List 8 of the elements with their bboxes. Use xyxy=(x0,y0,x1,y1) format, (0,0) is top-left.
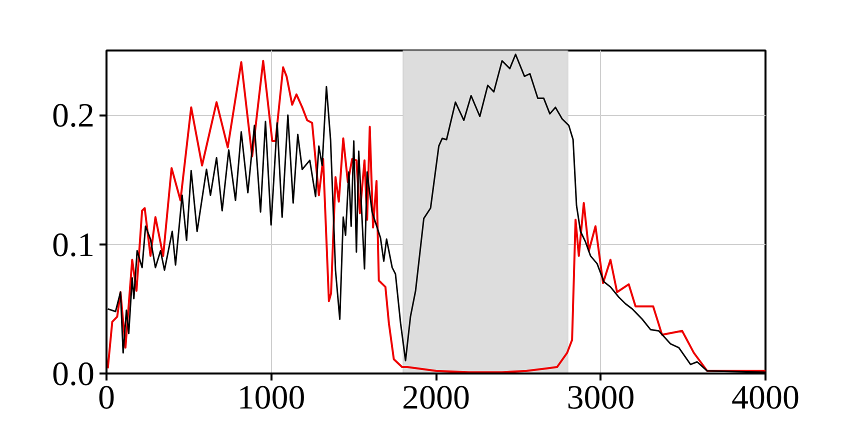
x-tick-label: 1000 xyxy=(237,380,306,416)
y-tick-label: 0.1 xyxy=(52,226,94,264)
x-tick-label: 2000 xyxy=(402,380,470,416)
x-tick-label: 4000 xyxy=(732,380,800,416)
x-tick-label: 3000 xyxy=(566,380,635,416)
y-tick-label: 0.2 xyxy=(52,98,94,135)
y-tick-label: 0.0 xyxy=(52,356,94,393)
x-tick-label: 0 xyxy=(98,380,115,416)
